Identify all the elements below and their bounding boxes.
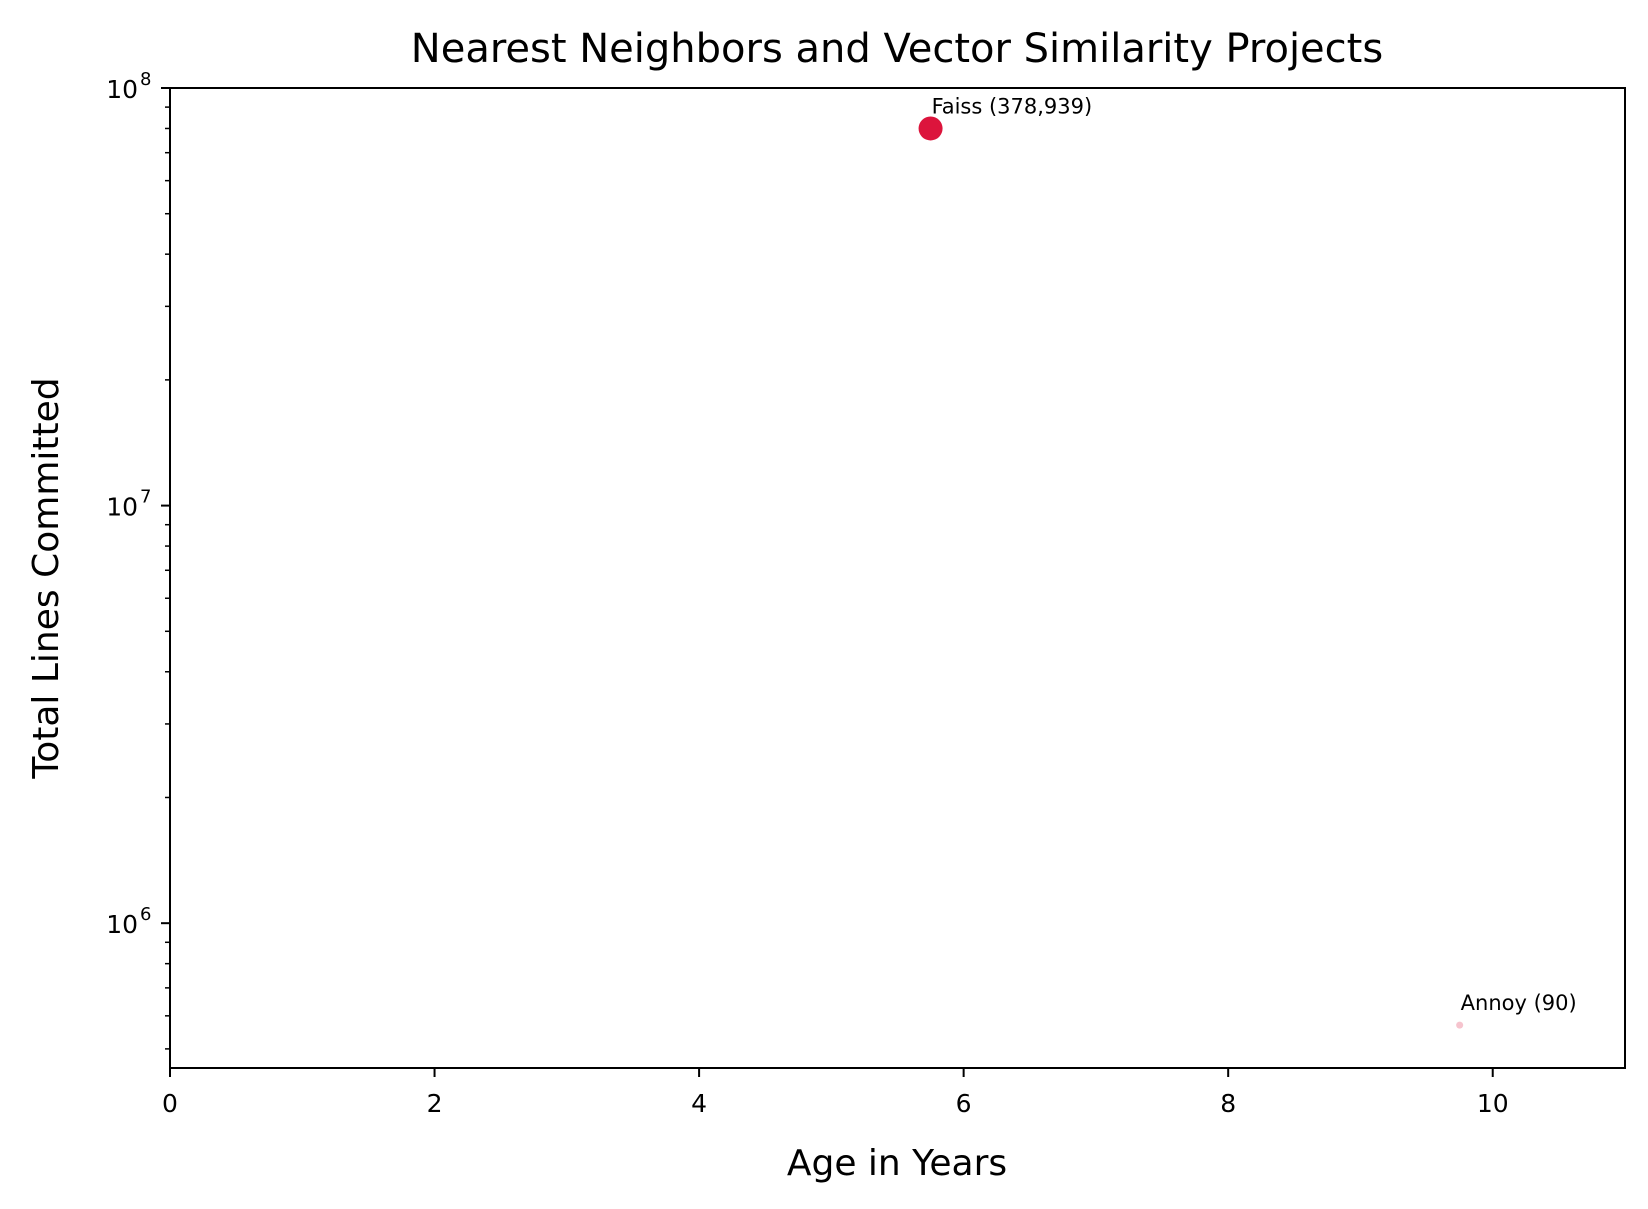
point-annotation: Annoy (90)	[1461, 991, 1577, 1015]
x-tick-label: 4	[691, 1089, 707, 1118]
x-tick-label: 8	[1220, 1089, 1236, 1118]
data-points: Faiss (378,939) Annoy (90)	[918, 94, 1577, 1029]
x-tick-label: 6	[956, 1089, 972, 1118]
data-point	[1456, 1021, 1464, 1029]
data-point	[918, 116, 943, 141]
y-tick-exponent: 8	[140, 69, 151, 90]
x-tick-label: 2	[427, 1089, 443, 1118]
y-tick-label: 10	[106, 493, 138, 522]
x-tick-label: 10	[1477, 1089, 1509, 1118]
plot-area	[170, 88, 1625, 1068]
y-tick-exponent: 7	[140, 487, 151, 508]
x-axis-label: Age in Years	[787, 1143, 1007, 1184]
x-tick-label: 0	[162, 1089, 178, 1118]
point-annotation: Faiss (378,939)	[932, 94, 1093, 118]
plot-frame	[169, 87, 1626, 1069]
y-tick-label: 10	[106, 75, 138, 104]
y-tick-label: 10	[106, 910, 138, 939]
chart-title: Nearest Neighbors and Vector Similarity …	[411, 26, 1383, 72]
y-tick-exponent: 6	[140, 904, 151, 925]
x-axis-ticks: 0 2 4 6 8 10	[162, 1068, 1509, 1118]
y-axis-label: Total Lines Committed	[26, 377, 67, 779]
